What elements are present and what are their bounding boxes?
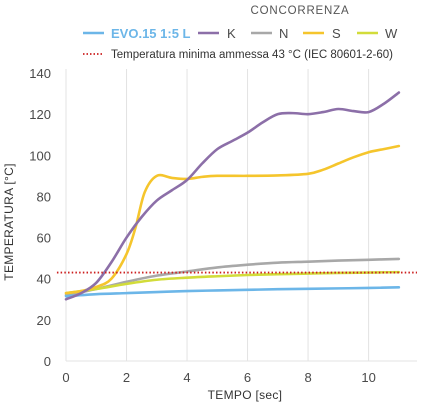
y-tick-labels: 0 20 40 60 80 100 120 140 bbox=[29, 66, 51, 369]
y-axis-label: TEMPERATURA [°C] bbox=[2, 163, 16, 280]
y-tick-label: 20 bbox=[37, 313, 51, 328]
series-layer bbox=[56, 91, 417, 301]
legend-label-threshold: Temperatura minima ammessa 43 °C (IEC 80… bbox=[111, 49, 393, 61]
x-tick-label: 10 bbox=[361, 370, 375, 385]
y-tick-label: 40 bbox=[37, 272, 51, 287]
y-tick-label: 140 bbox=[29, 66, 51, 81]
x-tick-labels: 0 2 4 6 8 10 bbox=[62, 370, 375, 385]
legend-group-title: CONCORRENZA bbox=[251, 5, 350, 17]
series-line-k bbox=[64, 91, 401, 301]
y-tick-label: 80 bbox=[37, 189, 51, 204]
grid-lines bbox=[65, 69, 417, 362]
series-line-n bbox=[64, 257, 401, 297]
legend: CONCORRENZA EVO.15 1:5 L K N S W Tempera… bbox=[83, 5, 398, 61]
x-tick-label: 0 bbox=[62, 370, 69, 385]
legend-label-s: S bbox=[332, 26, 341, 41]
x-tick-label: 2 bbox=[123, 370, 130, 385]
legend-label-k: K bbox=[227, 26, 236, 41]
series-line-s bbox=[64, 144, 401, 295]
x-axis-label: TEMPO [sec] bbox=[208, 388, 283, 402]
legend-label-w: W bbox=[385, 26, 398, 41]
series-line-w bbox=[64, 270, 401, 295]
x-tick-label: 6 bbox=[244, 370, 251, 385]
x-tick-label: 8 bbox=[304, 370, 311, 385]
legend-label-n: N bbox=[279, 26, 288, 41]
y-tick-label: 100 bbox=[29, 148, 51, 163]
y-tick-label: 0 bbox=[44, 354, 51, 369]
y-tick-label: 120 bbox=[29, 107, 51, 122]
y-tick-label: 60 bbox=[37, 231, 51, 246]
series-line-evo bbox=[64, 286, 401, 298]
legend-label-evo: EVO.15 1:5 L bbox=[111, 26, 191, 41]
x-tick-label: 4 bbox=[183, 370, 190, 385]
